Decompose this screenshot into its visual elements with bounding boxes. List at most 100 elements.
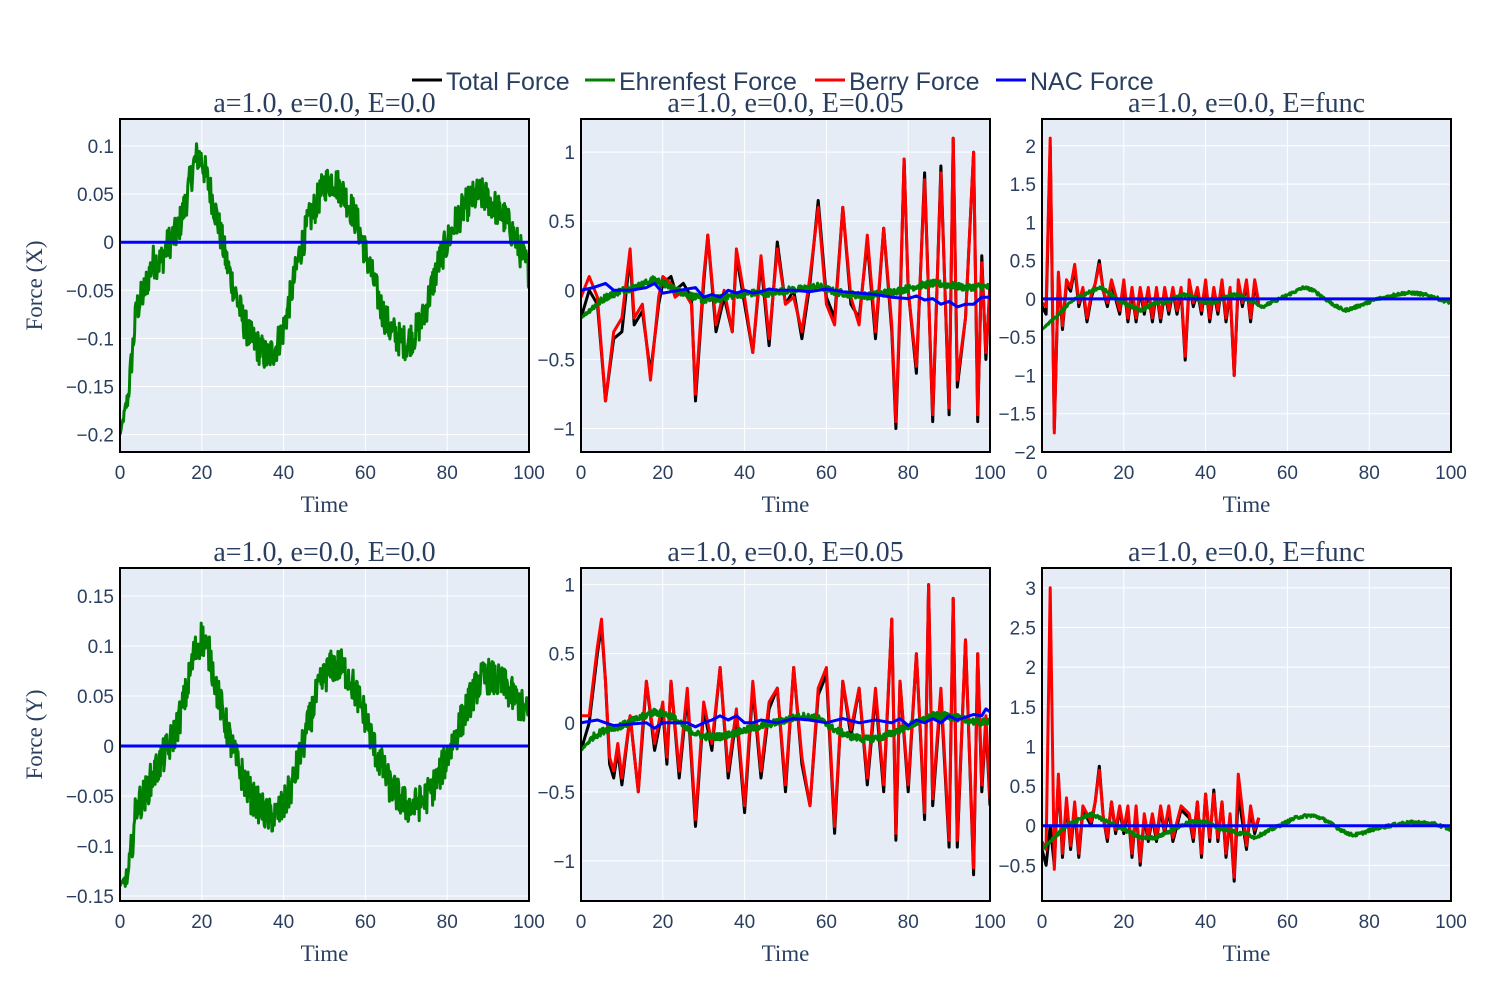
subplot-6: 0 20 40 60 80 100 3 2.5 2 1.5 1 0.5 0 −0.5 a=1.0, e=0.… xyxy=(998,537,1466,966)
y-tick-label: −0.05 xyxy=(66,281,114,302)
series-line-nac-force xyxy=(581,707,990,730)
plot-frame xyxy=(119,118,530,453)
plot-frame xyxy=(580,118,991,453)
plot-area xyxy=(1042,568,1451,901)
y-tick-label: 1.5 xyxy=(1010,698,1036,719)
y-tick-label: 1 xyxy=(1025,737,1036,758)
x-tick-label: 40 xyxy=(1195,463,1216,484)
subplot-grid: 0 20 40 60 80 1000.10.050−0.05−0.1−0.15−0.2a=… xyxy=(22,88,1467,966)
subplot-3: 0 20 40 60 80 100 2 1.5 1 0.5 0 −0.5 −1 −1.5 −2 a=1.0, … xyxy=(998,88,1466,517)
x-tick-label: 20 xyxy=(652,912,673,933)
legend-label-nac-force: NAC Force xyxy=(1030,68,1154,96)
y-tick-label: 0 xyxy=(564,714,575,735)
x-tick-label: 20 xyxy=(1113,463,1134,484)
traces xyxy=(1042,136,1451,435)
subplot-title: a=1.0, e=0.0, E=0.0 xyxy=(213,88,435,119)
y-tick-label: 0.5 xyxy=(1010,777,1036,798)
y-tick-label: −0.5 xyxy=(537,783,575,804)
y-tick-label: 0 xyxy=(103,233,114,254)
subplot-title: a=1.0, e=0.0, E=func xyxy=(1128,88,1365,119)
x-axis-title: Time xyxy=(762,941,810,966)
traces xyxy=(1042,586,1451,883)
y-tick-label: 3 xyxy=(1025,579,1036,600)
x-axis-title: Time xyxy=(301,492,349,517)
x-tick-label: 100 xyxy=(513,463,545,484)
x-tick-label: 100 xyxy=(974,912,1006,933)
x-tick-label: 100 xyxy=(974,463,1006,484)
x-tick-label: 0 xyxy=(1037,463,1048,484)
x-axis-title: Time xyxy=(301,941,349,966)
y-tick-label: 2.5 xyxy=(1010,618,1036,639)
x-tick-label: 40 xyxy=(734,463,755,484)
x-tick-label: 20 xyxy=(191,463,212,484)
plot-frame xyxy=(580,567,991,902)
subplot-2: 0 20 40 60 80 100 1 0.5 0 −0.5 −1 a=1.0, e=0.0, E=0… xyxy=(537,88,1005,517)
x-tick-label: 0 xyxy=(576,463,587,484)
subplot-title: a=1.0, e=0.0, E=0.0 xyxy=(213,537,435,568)
x-tick-label: 60 xyxy=(355,912,376,933)
y-tick-label: −1 xyxy=(553,852,575,873)
legend-item-berry-force[interactable]: Berry Force xyxy=(815,68,980,96)
y-tick-label: 1 xyxy=(564,143,575,164)
x-tick-label: 40 xyxy=(1195,912,1216,933)
x-tick-label: 100 xyxy=(1435,463,1467,484)
x-tick-label: 100 xyxy=(1435,912,1467,933)
x-tick-label: 40 xyxy=(734,912,755,933)
plot-area xyxy=(120,119,529,452)
x-tick-label: 80 xyxy=(898,463,919,484)
subplot-title: a=1.0, e=0.0, E=0.05 xyxy=(667,537,903,568)
series-line-berry-force xyxy=(581,583,990,870)
y-axis-title: Force (Y) xyxy=(22,689,47,779)
subplot-title: a=1.0, e=0.0, E=func xyxy=(1128,537,1365,568)
x-tick-label: 0 xyxy=(115,912,126,933)
plot-frame xyxy=(119,567,530,902)
x-axis-title: Time xyxy=(1223,941,1271,966)
x-tick-label: 40 xyxy=(273,463,294,484)
y-tick-label: −1 xyxy=(553,420,575,441)
y-tick-label: 1 xyxy=(1025,213,1036,234)
y-tick-label: −0.1 xyxy=(76,329,114,350)
legend-item-ehrenfest-force[interactable]: Ehrenfest Force xyxy=(585,68,797,96)
x-tick-label: 60 xyxy=(1277,912,1298,933)
x-tick-label: 80 xyxy=(437,912,458,933)
y-tick-label: −0.2 xyxy=(76,426,114,447)
legend-label-berry-force: Berry Force xyxy=(849,68,980,96)
y-tick-label: 2 xyxy=(1025,137,1036,158)
legend-label-total-force: Total Force xyxy=(446,68,570,96)
traces xyxy=(581,136,990,430)
y-tick-label: 0.05 xyxy=(77,687,114,708)
y-tick-label: −0.15 xyxy=(66,887,114,908)
x-tick-label: 80 xyxy=(1359,912,1380,933)
y-tick-label: −0.5 xyxy=(537,350,575,371)
y-tick-label: −0.05 xyxy=(66,787,114,808)
y-tick-label: −1 xyxy=(1014,366,1036,387)
subplot-5: 0 20 40 60 80 100 1 0.5 0 −0.5 −1 a=1.0, e=0.0, E=0… xyxy=(537,537,1005,966)
x-tick-label: 20 xyxy=(1113,912,1134,933)
y-tick-label: 0.1 xyxy=(88,137,114,158)
legend-item-total-force[interactable]: Total Force xyxy=(412,68,570,96)
y-tick-label: 0.5 xyxy=(549,212,575,233)
legend-label-ehrenfest-force: Ehrenfest Force xyxy=(619,68,797,96)
x-tick-label: 0 xyxy=(115,463,126,484)
x-tick-label: 60 xyxy=(355,463,376,484)
legend-item-nac-force[interactable]: NAC Force xyxy=(996,68,1154,96)
series-line-nac-force xyxy=(581,281,990,309)
series-line-ehrenfest-force xyxy=(120,142,529,436)
y-tick-label: −0.5 xyxy=(998,328,1036,349)
y-tick-label: 0.1 xyxy=(88,637,114,658)
x-tick-label: 20 xyxy=(191,912,212,933)
y-axis-title: Force (X) xyxy=(22,240,47,330)
x-tick-label: 100 xyxy=(513,912,545,933)
traces xyxy=(120,142,529,436)
y-tick-label: −0.5 xyxy=(998,856,1036,877)
y-tick-label: −0.1 xyxy=(76,837,114,858)
x-tick-label: 60 xyxy=(816,463,837,484)
y-tick-label: −1.5 xyxy=(998,405,1036,426)
x-tick-label: 60 xyxy=(816,912,837,933)
y-tick-label: 0 xyxy=(564,281,575,302)
y-tick-label: 1.5 xyxy=(1010,175,1036,196)
y-tick-label: 0.05 xyxy=(77,185,114,206)
series-line-berry-force xyxy=(581,136,990,424)
y-tick-label: 0 xyxy=(103,737,114,758)
